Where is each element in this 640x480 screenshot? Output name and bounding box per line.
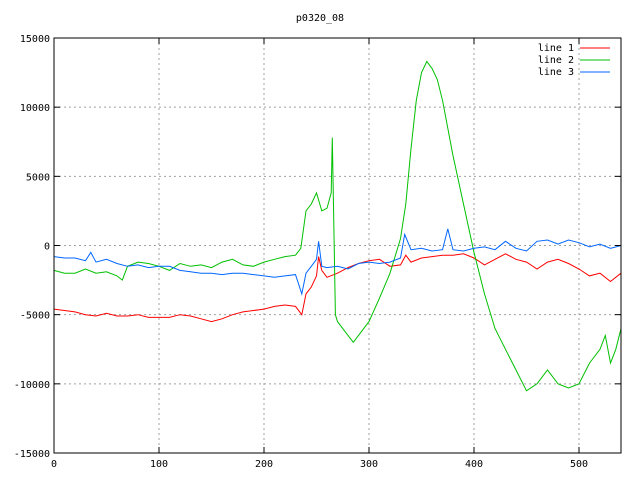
x-tick-label: 400: [465, 459, 483, 470]
y-tick-label: 10000: [20, 103, 50, 114]
x-tick-label: 200: [255, 459, 273, 470]
axis-ticks: 0 100 200 300 400 500 -15000 -10000 -5000 0 5000 10…: [14, 34, 621, 470]
y-tick-label: 5000: [26, 172, 50, 183]
legend-label-1: line 1: [538, 43, 574, 54]
series-line-1: [53, 253, 622, 323]
legend-label-3: line 3: [538, 67, 574, 78]
x-tick-label: 0: [51, 459, 57, 470]
y-tick-label: -15000: [14, 449, 50, 460]
x-tick-label: 500: [570, 459, 588, 470]
legend-label-2: line 2: [538, 55, 574, 66]
y-tick-label: -10000: [14, 380, 50, 391]
x-tick-label: 100: [150, 459, 168, 470]
series-line-2: [53, 60, 622, 392]
grid-lines: [54, 38, 621, 453]
y-tick-label: -5000: [20, 311, 50, 322]
chart-title: p0320_08: [296, 13, 344, 24]
series-line-3: [53, 228, 622, 296]
x-tick-label: 300: [360, 459, 378, 470]
series-layer: [53, 60, 622, 392]
y-tick-label: 15000: [20, 34, 50, 45]
y-tick-label: 0: [44, 242, 50, 253]
